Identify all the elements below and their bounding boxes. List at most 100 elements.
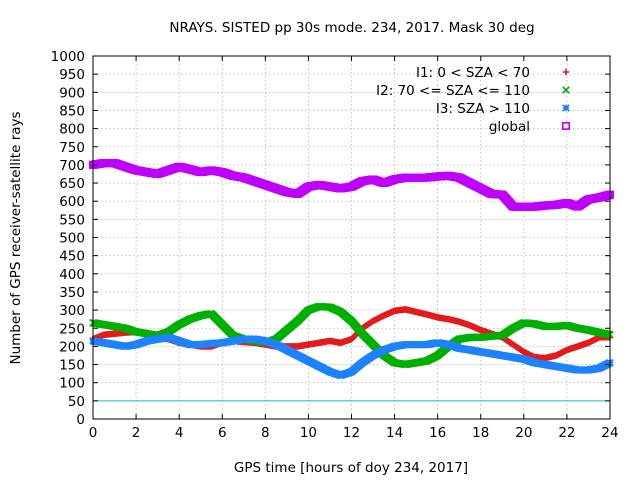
data-point (487, 332, 496, 341)
data-point (121, 162, 130, 171)
data-point (434, 314, 441, 321)
data-point (369, 340, 377, 349)
y-tick-label: 1000 (51, 49, 85, 65)
data-point (401, 360, 410, 369)
data-point (175, 162, 184, 171)
data-point (358, 358, 367, 367)
data-point (402, 306, 409, 313)
data-point (552, 362, 560, 371)
y-tick-label: 850 (59, 103, 85, 119)
data-point (337, 339, 344, 346)
x-tick-label: 8 (261, 425, 270, 441)
data-point (186, 340, 194, 349)
data-point (196, 340, 205, 349)
data-point (100, 331, 107, 338)
data-point (207, 309, 216, 318)
data-point (326, 368, 334, 376)
x-tick-label: 22 (558, 425, 575, 441)
legend-label: I3: SZA > 110 (436, 101, 530, 117)
data-point (541, 322, 550, 331)
data-point (315, 362, 323, 371)
data-point (563, 364, 571, 372)
data-point (390, 342, 399, 351)
data-point (100, 320, 108, 329)
x-tick-label: 24 (601, 425, 618, 441)
data-point (347, 182, 356, 191)
data-point (476, 184, 485, 193)
data-point (584, 366, 593, 374)
data-point (283, 346, 291, 354)
data-point (541, 360, 550, 369)
x-tick-label: 0 (89, 425, 98, 441)
data-point (423, 311, 431, 318)
data-point (445, 315, 452, 323)
data-point (390, 358, 399, 367)
data-point (465, 179, 474, 188)
x-tick-label: 4 (175, 425, 184, 441)
data-point (563, 321, 571, 330)
data-point (595, 193, 604, 202)
data-point (412, 308, 420, 316)
y-tick-label: 700 (59, 158, 85, 174)
data-point (552, 200, 561, 209)
data-point (250, 335, 259, 343)
data-point (111, 330, 118, 337)
y-tick-label: 550 (59, 212, 85, 228)
legend: I1: 0 < SZA < 70 I2: 70 <= SZA <= 110 I3: … (376, 65, 570, 135)
data-point (585, 339, 592, 346)
series-3 (89, 333, 614, 380)
data-point (358, 177, 367, 186)
data-point (369, 175, 378, 184)
data-point (315, 180, 324, 189)
data-point (456, 318, 463, 325)
data-point (509, 353, 517, 362)
data-point (336, 371, 345, 380)
data-point (584, 326, 593, 334)
data-point (121, 342, 130, 351)
data-point (433, 172, 442, 181)
x-tick-label: 20 (515, 425, 532, 441)
x-tick-label: 14 (386, 425, 403, 441)
data-point (498, 190, 507, 199)
data-point (153, 169, 162, 178)
data-point (207, 339, 216, 348)
data-point (520, 319, 528, 327)
data-point (305, 341, 312, 348)
data-point (304, 182, 313, 191)
axes: 0 2 4 6 8 10 12 14 16 18 20 22 240501001502002503003… (51, 49, 619, 441)
data-point (530, 358, 539, 367)
data-marks (89, 159, 614, 380)
data-point (455, 173, 464, 182)
data-point (218, 339, 227, 347)
data-point (422, 173, 431, 182)
chart-title: NRAYS. SISTED pp 30s mode. 234, 2017. Ma… (169, 20, 534, 36)
data-point (573, 324, 582, 333)
data-point (326, 337, 334, 345)
y-tick-label: 950 (59, 67, 85, 83)
legend-label: I2: 70 <= SZA <= 110 (376, 83, 530, 99)
data-point (347, 368, 356, 376)
data-point (487, 349, 496, 358)
data-point (282, 188, 291, 197)
data-point (293, 317, 302, 325)
data-point (530, 202, 539, 211)
data-point (283, 326, 291, 334)
data-point (574, 343, 581, 350)
data-point (207, 166, 216, 175)
legend-marker (562, 104, 570, 112)
data-point (391, 307, 398, 315)
data-point (552, 352, 560, 359)
data-point (530, 320, 539, 328)
data-point (100, 339, 108, 347)
series-4 (89, 159, 614, 211)
data-point (250, 177, 259, 186)
x-axis-label: GPS time [hours of doy 234, 2017] (234, 460, 468, 476)
data-point (401, 173, 410, 182)
data-point (196, 168, 205, 177)
data-point (380, 346, 388, 354)
data-point (552, 322, 560, 331)
data-point (487, 189, 496, 198)
data-point (455, 344, 463, 352)
legend-label: global (489, 119, 530, 135)
